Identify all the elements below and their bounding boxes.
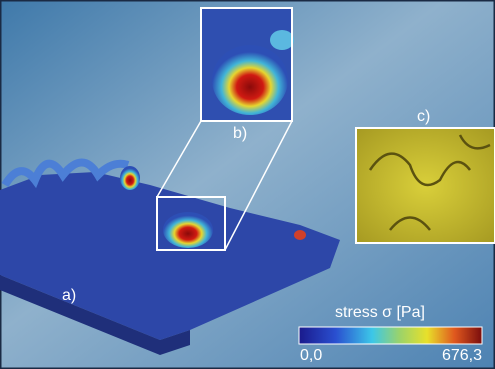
colorbar — [299, 327, 482, 344]
panel-b-image — [201, 8, 294, 121]
panel-label: a) — [62, 287, 76, 304]
figure: a) b) c) stress σ [Pa] 0,0 676,3 — [0, 0, 495, 369]
panel-c-image — [356, 128, 495, 243]
colorbar-min-label: 0,0 — [300, 347, 322, 364]
colorbar-max-label: 676,3 — [442, 347, 482, 364]
panel-label: b) — [233, 125, 247, 142]
colorbar-title: stress σ [Pa] — [335, 304, 425, 321]
panel-label: c) — [417, 108, 430, 125]
